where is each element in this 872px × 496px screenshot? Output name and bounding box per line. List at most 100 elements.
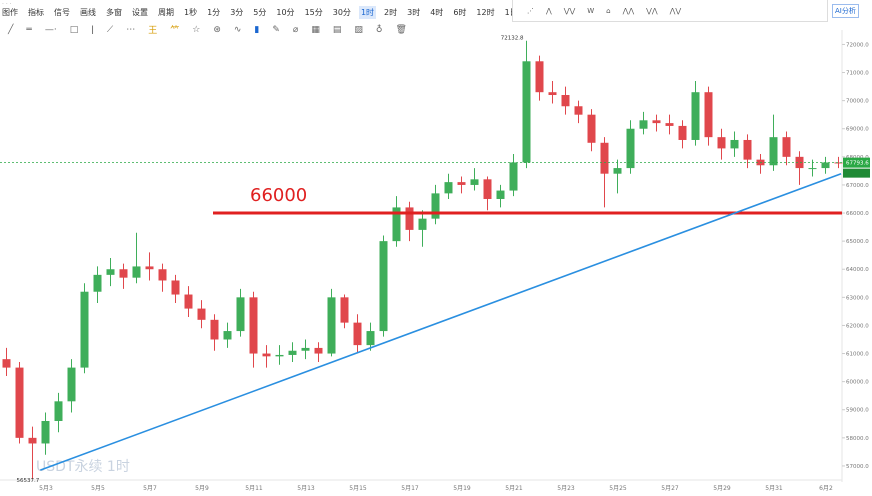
candle-body [691, 92, 700, 140]
menu-item[interactable]: 指标 [28, 8, 44, 17]
period-button[interactable]: 1秒 [184, 8, 198, 17]
candle-body [561, 95, 570, 107]
period-button[interactable]: 6时 [453, 8, 467, 17]
countdown-box [843, 168, 870, 178]
tool[interactable]: ⺮ [170, 26, 180, 36]
candle-body [704, 92, 713, 138]
candle-body [457, 182, 466, 185]
candle-body [314, 347, 323, 354]
top-strip: · · · [2, 1, 12, 8]
menu-item[interactable]: 设置 [132, 8, 148, 17]
menu-item[interactable]: 画线 [80, 8, 96, 17]
candle-body [470, 179, 479, 185]
period-button[interactable]: 2时 [384, 8, 398, 17]
y-tick-label: 57000.0 [846, 464, 869, 470]
tool[interactable]: ▤ [332, 24, 342, 35]
candle-body [652, 120, 661, 124]
y-tick-label: 65000.0 [846, 239, 869, 245]
period-button[interactable]: 3时 [407, 8, 421, 17]
tool[interactable]: ǀ [91, 24, 94, 35]
candle-body [431, 193, 440, 219]
x-tick-label: 5月27 [661, 485, 679, 492]
period-button[interactable]: 30分 [332, 8, 351, 17]
candle-body [769, 137, 778, 166]
candle-body [262, 353, 271, 357]
menu-item[interactable]: 图作 [2, 8, 18, 17]
tool[interactable]: ⋯ [126, 24, 136, 35]
tool[interactable]: 🗑 [395, 24, 407, 35]
y-tick-label: 72000.0 [846, 42, 869, 48]
period-button[interactable]: 1分 [207, 8, 221, 17]
y-tick-label: 69000.0 [846, 127, 869, 133]
candle-body [613, 168, 622, 174]
x-tick-label: 6月2 [819, 485, 833, 492]
candle-body [509, 162, 518, 191]
tool[interactable]: ═ [26, 24, 32, 35]
candle-body [600, 142, 609, 174]
candle-body [119, 269, 128, 278]
tool[interactable]: ⊛ [213, 24, 221, 35]
x-tick-label: 5月11 [245, 485, 263, 492]
period-button[interactable]: 5分 [253, 8, 267, 17]
y-tick-label: 62000.0 [846, 323, 869, 329]
x-tick-label: 5月5 [91, 485, 105, 492]
candle-body [275, 354, 284, 357]
tool[interactable]: ⟋ [106, 24, 114, 35]
y-tick-label: 60000.0 [846, 380, 869, 386]
candle-body [132, 266, 141, 278]
tool[interactable]: ╱ [8, 24, 14, 35]
period-button[interactable]: 4时 [430, 8, 444, 17]
period-button[interactable]: 1时 [358, 6, 377, 19]
candle-body [639, 120, 648, 129]
candle-body [197, 308, 206, 320]
y-tick-label: 59000.0 [846, 408, 869, 414]
trend-line [40, 172, 842, 471]
period-button[interactable]: 3分 [230, 8, 244, 17]
candle-body [353, 322, 362, 346]
tool[interactable]: —· [44, 24, 57, 35]
candle-body [249, 297, 258, 354]
candle-body [366, 331, 375, 346]
tool[interactable]: ∿ [233, 24, 242, 35]
tool[interactable]: ♁ [375, 24, 383, 35]
tool[interactable]: □ [69, 24, 79, 35]
tool[interactable]: ▮ [254, 24, 260, 35]
x-tick-label: 5月3 [39, 485, 53, 492]
candle-body [574, 106, 583, 115]
period-button[interactable]: 12时 [476, 8, 495, 17]
candle-body [288, 350, 297, 355]
period-button[interactable]: 15分 [304, 8, 323, 17]
candle-body [392, 207, 401, 242]
candle-body [93, 274, 102, 292]
ai-button[interactable]: AI分析 [832, 4, 859, 18]
x-tick-label: 5月19 [453, 485, 471, 492]
max-label: 72132.8 [501, 36, 524, 42]
tool[interactable]: ▦ [311, 24, 320, 35]
level-label: 66000 [250, 185, 307, 206]
tool[interactable]: ⌀ [292, 24, 299, 35]
menu-item[interactable]: 周期 [158, 8, 174, 17]
candle-body [171, 280, 180, 295]
period-button[interactable]: 10分 [276, 8, 295, 17]
candle-body [782, 137, 791, 157]
tool[interactable]: ✎ [272, 24, 280, 35]
x-tick-label: 5月23 [557, 485, 575, 492]
candle-body [223, 331, 232, 340]
tool[interactable]: ☆ [192, 24, 201, 35]
menu-item[interactable]: 信号 [54, 8, 70, 17]
candle-body [717, 137, 726, 149]
pattern-popup: ⋰ ⋀ ⋁⋁ W ⌂ ⋀⋀ ⋁⋀ ⋀⋁ [512, 0, 828, 22]
tool[interactable]: ▨ [354, 24, 363, 35]
candle-body [483, 179, 492, 199]
candle-body [535, 61, 544, 93]
candle-body [678, 125, 687, 140]
candle-body [41, 420, 50, 444]
candle-body [821, 162, 830, 169]
x-tick-label: 5月13 [297, 485, 315, 492]
period-button[interactable]: 1日 [503, 6, 520, 19]
tool[interactable]: 王 [148, 26, 158, 36]
menu-item[interactable]: 多窗 [106, 8, 122, 17]
candle-body [496, 190, 505, 199]
